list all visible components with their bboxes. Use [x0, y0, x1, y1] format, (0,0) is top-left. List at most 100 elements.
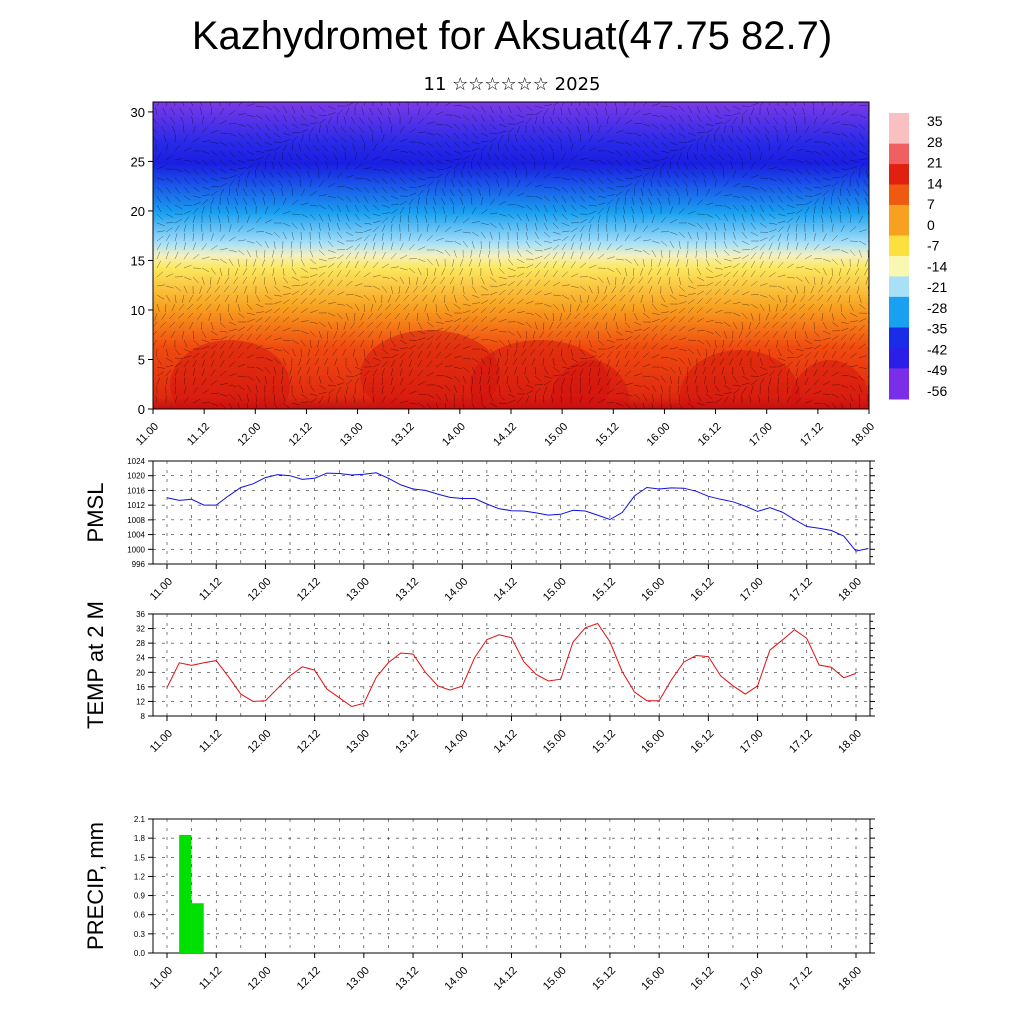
wind-barb — [831, 321, 839, 328]
wind-barb — [660, 324, 667, 332]
wind-barb — [786, 285, 793, 293]
y-tick-label: 1024 — [127, 457, 145, 466]
wind-barb — [165, 177, 173, 183]
wind-barb — [291, 142, 293, 152]
wind-barb — [228, 180, 234, 188]
wind-barb — [318, 391, 327, 395]
wind-barb — [255, 324, 262, 332]
wind-barb — [426, 132, 435, 136]
wind-barb — [377, 108, 383, 116]
wind-barb — [440, 276, 446, 284]
y-tick-label: 36 — [136, 610, 145, 619]
wind-barb — [201, 199, 208, 206]
wind-barb — [390, 397, 398, 404]
wind-barb — [368, 125, 374, 134]
wind-barb — [768, 272, 776, 278]
wind-barb — [660, 357, 670, 359]
wind-barb — [305, 144, 311, 152]
wind-barb — [480, 316, 487, 323]
wind-barb — [453, 384, 458, 393]
wind-barb — [849, 320, 858, 323]
wind-barb — [534, 375, 542, 382]
wind-barb — [480, 114, 486, 123]
wind-barb — [399, 352, 406, 359]
wind-barb — [669, 402, 673, 409]
colorbar-band — [889, 327, 909, 339]
wind-barb — [165, 227, 173, 233]
wind-barb — [804, 138, 813, 143]
wind-barb — [543, 375, 552, 379]
wind-barb — [642, 249, 650, 256]
wind-barb — [235, 188, 239, 197]
wind-barb — [219, 342, 226, 350]
wind-barb — [460, 170, 464, 179]
wind-barb — [506, 348, 509, 357]
wind-barb — [453, 402, 456, 409]
wind-barb — [354, 283, 363, 287]
wind-barb — [597, 330, 600, 340]
colorbar-band — [889, 388, 909, 400]
wind-barb — [745, 126, 752, 134]
wind-barb — [309, 191, 317, 197]
wind-barb — [801, 107, 806, 116]
wind-barb — [177, 312, 185, 319]
wind-barb — [282, 222, 291, 227]
wind-barb — [345, 222, 351, 230]
wind-barb — [354, 260, 359, 269]
wind-barb — [318, 258, 327, 262]
colorbar-band — [889, 184, 909, 196]
wind-barb — [750, 379, 758, 386]
wind-barb — [678, 105, 685, 113]
wind-barb — [174, 376, 177, 386]
wind-barb — [372, 242, 376, 251]
wind-barb — [678, 316, 685, 323]
wind-barb — [424, 206, 428, 215]
wind-barb — [651, 319, 660, 323]
wind-barb — [575, 117, 581, 125]
wind-barb — [372, 363, 381, 368]
wind-barb — [750, 161, 756, 170]
wind-barb — [524, 366, 527, 375]
wind-barb — [579, 195, 586, 203]
wind-barb — [728, 135, 734, 143]
wind-barb — [633, 373, 642, 377]
wind-barb — [543, 204, 548, 213]
wind-barb — [426, 350, 432, 359]
wind-barb — [718, 154, 725, 161]
wind-barb — [651, 141, 658, 148]
wind-barb — [633, 132, 642, 137]
wind-barb — [741, 261, 748, 269]
wind-barb — [165, 213, 174, 218]
wind-barb — [759, 357, 764, 366]
x-tick-label: 17.00 — [747, 421, 775, 449]
wind-barb — [210, 168, 218, 175]
wind-barb — [705, 213, 714, 218]
wind-barb — [831, 402, 837, 409]
wind-barb — [408, 344, 417, 350]
wind-barb — [363, 303, 366, 313]
wind-barb — [732, 289, 740, 296]
wind-barb — [165, 186, 172, 194]
wind-barb — [579, 218, 588, 224]
wind-barb — [507, 114, 515, 121]
wind-barb — [525, 395, 530, 404]
wind-barb — [451, 179, 455, 188]
wind-barb — [318, 114, 328, 117]
wind-barb — [525, 213, 530, 222]
x-tick-label: 15.12 — [590, 965, 618, 993]
wind-barb — [246, 240, 255, 244]
wind-barb — [759, 237, 768, 242]
wind-barb — [219, 402, 226, 409]
wind-barb — [525, 330, 528, 339]
wind-barb — [282, 105, 288, 114]
wind-barb — [381, 168, 390, 174]
x-tick-label: 17.00 — [738, 728, 766, 756]
wind-barb — [345, 107, 350, 116]
wind-barb — [156, 195, 162, 203]
wind-barb — [840, 312, 847, 320]
wind-barb — [597, 276, 604, 283]
wind-barb — [462, 366, 470, 373]
wind-barb — [669, 132, 676, 139]
y-axis-label: TEMP at 2 M — [83, 601, 108, 729]
wind-barb — [604, 107, 608, 116]
